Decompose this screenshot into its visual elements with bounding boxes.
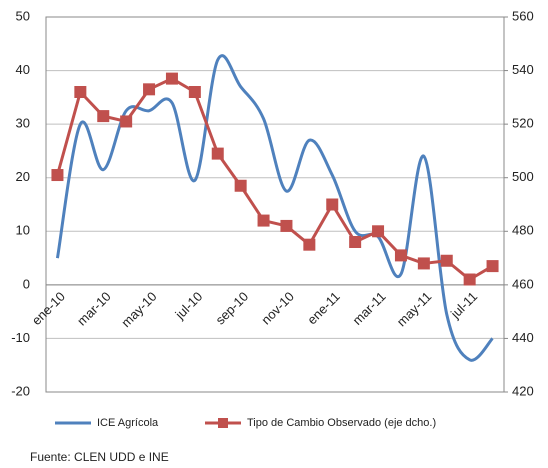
series-line	[56, 77, 494, 281]
legend-marker	[218, 418, 228, 428]
x-tick-label: ene-11	[304, 289, 343, 328]
y-tick-label: 10	[16, 223, 30, 238]
legend-label: Tipo de Cambio Observado (eje dcho.)	[247, 417, 436, 429]
y-tick-label: 30	[16, 116, 30, 131]
series-line	[55, 54, 494, 362]
series-marker	[143, 83, 156, 96]
series-marker	[394, 249, 407, 262]
y2-tick-label: 480	[512, 223, 534, 238]
y2-tick-label: 460	[512, 276, 534, 291]
series-marker	[74, 86, 87, 98]
y-tick-label: -20	[11, 383, 30, 398]
x-tick-label: jul-11	[447, 289, 480, 322]
series-marker	[303, 238, 316, 251]
y2-tick-label: 440	[512, 330, 534, 345]
y-tick-label: 0	[23, 276, 30, 291]
legend-label: ICE Agrícola	[97, 417, 159, 429]
x-tick-label: ene-10	[29, 289, 68, 328]
y-tick-label: 40	[16, 62, 30, 77]
series-marker	[486, 260, 499, 273]
series-marker	[257, 214, 270, 227]
series-marker	[120, 115, 133, 128]
series-marker	[97, 110, 110, 123]
series-marker	[372, 225, 385, 238]
series-marker	[51, 169, 64, 182]
series-marker	[165, 72, 178, 85]
y-tick-label: -10	[11, 330, 30, 345]
x-tick-label: may-10	[118, 289, 159, 330]
x-tick-label: nov-10	[258, 289, 297, 328]
y-tick-label: 20	[16, 169, 30, 184]
y2-tick-label: 500	[512, 169, 534, 184]
legend: ICE Agrícola Tipo de Cambio Observado (ej…	[55, 417, 436, 429]
y2-tick-label: 540	[512, 62, 534, 77]
y2-tick-label: 420	[512, 383, 534, 398]
y-tick-label: 50	[16, 8, 30, 23]
source-note: Fuente: CLEN UDD e INE	[30, 450, 169, 464]
y2-tick-label: 520	[512, 116, 534, 131]
x-tick-label: mar-11	[350, 289, 389, 328]
series-marker	[349, 236, 362, 248]
x-tick-label: jul-10	[172, 289, 206, 323]
series-marker	[417, 257, 430, 270]
series-marker	[188, 86, 201, 98]
series-marker	[440, 254, 453, 267]
series-marker	[234, 179, 247, 192]
series-marker	[326, 198, 339, 211]
x-tick-label: mar-10	[74, 289, 114, 329]
series-marker	[463, 273, 476, 286]
x-tick-label: may-11	[394, 289, 435, 330]
series-marker	[211, 147, 224, 160]
plot-frame	[45, 16, 505, 393]
series-marker	[280, 219, 293, 232]
y2-tick-label: 560	[512, 8, 534, 23]
x-tick-label: sep-10	[212, 289, 251, 328]
